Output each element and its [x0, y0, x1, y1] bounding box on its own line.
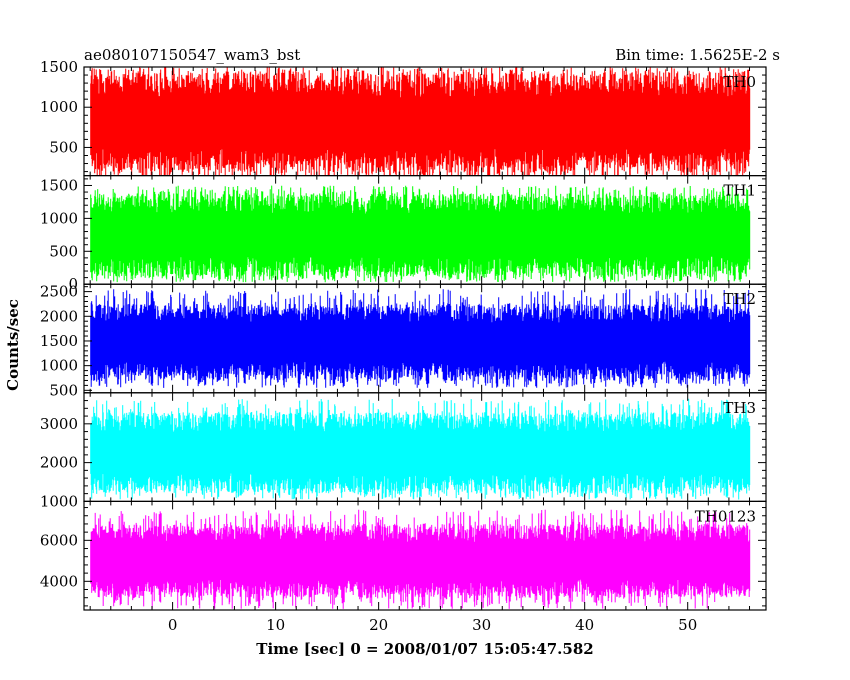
y-tick-label: 1000 [40, 357, 78, 375]
y-tick-label: 2000 [40, 307, 78, 325]
series-th0123 [90, 509, 751, 609]
panel-th1: 0 500 1000 1500 TH1 [40, 175, 767, 293]
y-tick-label: 2000 [40, 454, 78, 472]
y-tick-label: 500 [49, 242, 78, 260]
y-tick-label: 1500 [40, 332, 78, 350]
panel-th2: 500 1000 1500 2000 2500 TH2 [40, 283, 767, 399]
y-tick-label: 1000 [40, 492, 78, 510]
bin-time-label: Bin time: 1.5625E-2 s [615, 46, 780, 64]
panel-th0: 500 1000 1500 TH0 [40, 58, 767, 177]
y-tick-label: 6000 [40, 531, 78, 549]
panel-label: TH0123 [695, 507, 756, 525]
y-tick-label: 1500 [40, 58, 78, 76]
panel-label: TH1 [723, 182, 756, 200]
y-tick-label: 4000 [40, 572, 78, 590]
x-tick-label: 0 [168, 616, 178, 634]
y-tick-label: 500 [49, 381, 78, 399]
panel-th3: 1000 2000 3000 TH3 [40, 392, 767, 510]
series-th3 [90, 398, 751, 500]
x-axis-label: Time [sec] 0 = 2008/01/07 15:05:47.582 [256, 640, 593, 658]
y-tick-label: 1500 [40, 176, 78, 194]
figure-title: ae080107150547_wam3_bst [84, 46, 300, 64]
y-axis-label: Counts/sec [4, 299, 22, 391]
x-tick-label: 50 [678, 616, 697, 634]
x-tick-label: 20 [369, 616, 388, 634]
panel-label: TH2 [723, 290, 756, 308]
series-th1 [90, 185, 751, 283]
panel-frame [83, 500, 767, 611]
y-tick-label: 3000 [40, 415, 78, 433]
x-tick-label: 30 [472, 616, 491, 634]
series-th0 [90, 67, 751, 176]
x-tick-label: 40 [575, 616, 594, 634]
y-tick-label: 2500 [40, 283, 78, 301]
x-tick-label: 10 [266, 616, 285, 634]
panel-label: TH0 [723, 73, 756, 91]
series-th2 [90, 289, 751, 388]
y-tick-label: 0 [68, 275, 78, 293]
y-tick-label: 1000 [40, 98, 78, 116]
y-tick-label: 500 [49, 138, 78, 156]
y-tick-label: 1000 [40, 209, 78, 227]
panel-th0123: 4000 6000 TH0123 [40, 500, 767, 611]
panel-label: TH3 [723, 399, 756, 417]
